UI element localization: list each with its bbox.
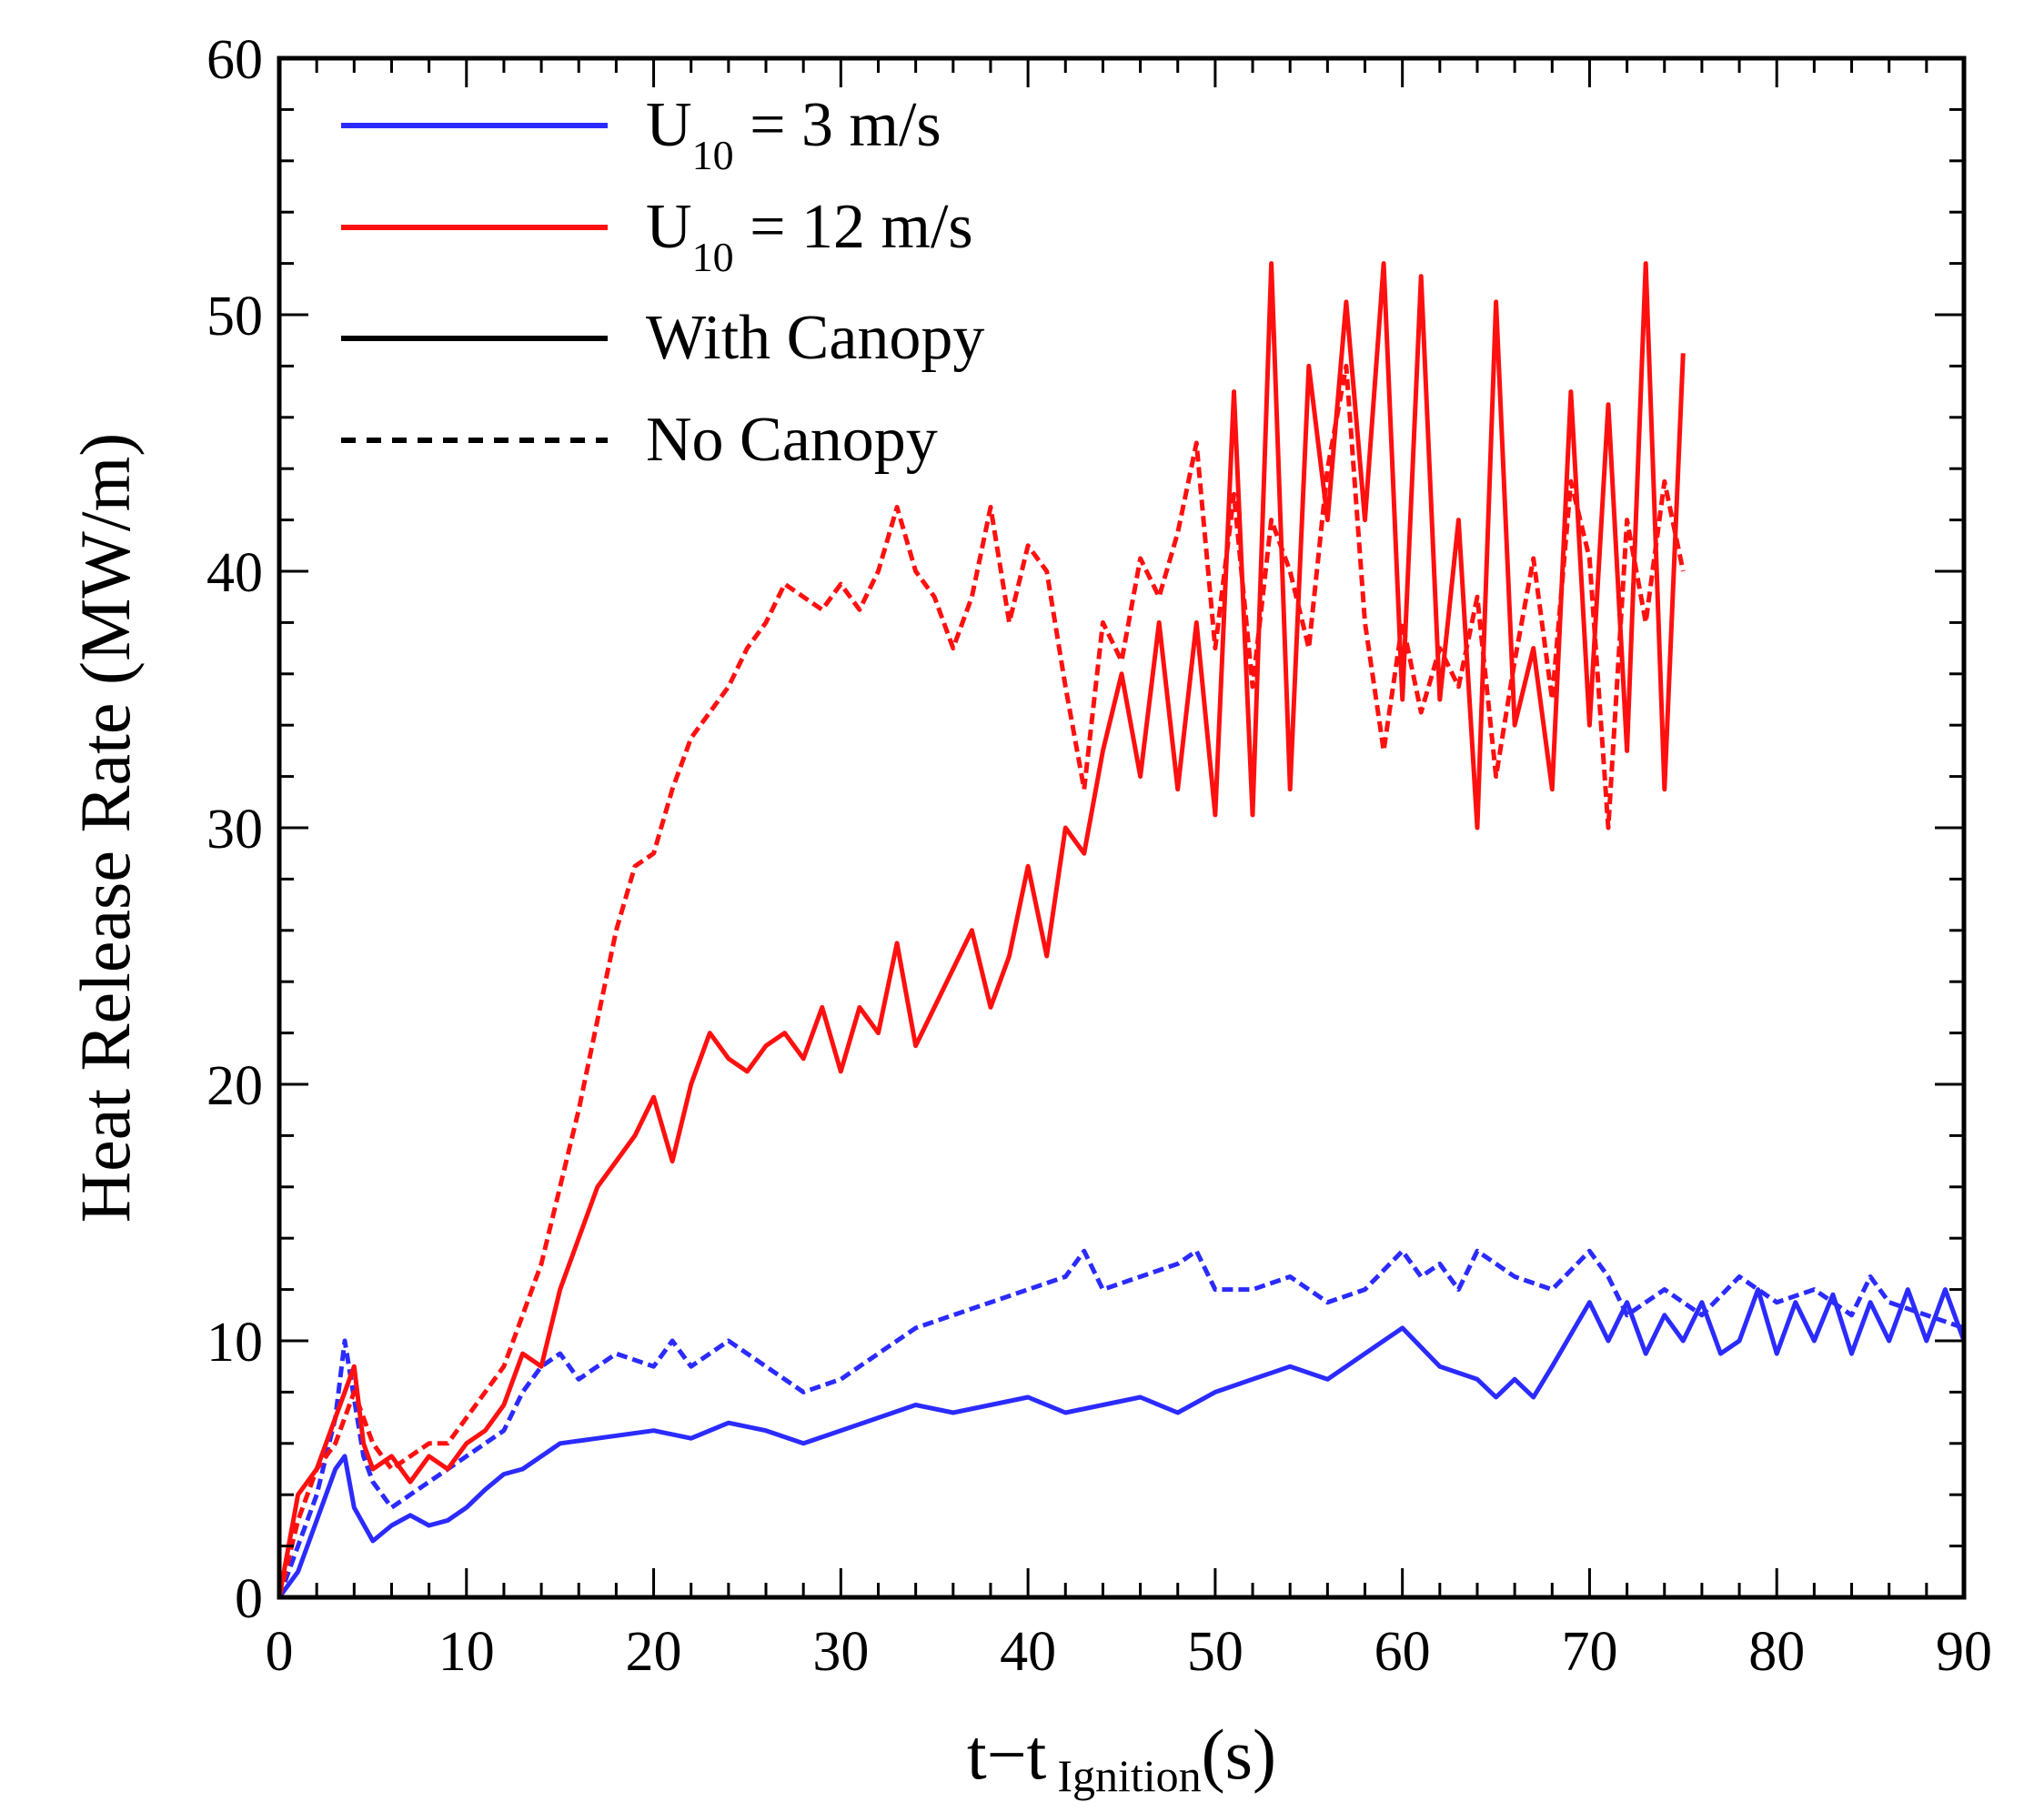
y-tick-label: 50 bbox=[206, 286, 263, 347]
x-tick-label: 80 bbox=[1748, 1621, 1805, 1683]
series-layer bbox=[277, 261, 1967, 1599]
x-axis-label-main: t−t bbox=[967, 1715, 1047, 1794]
x-tick-label: 90 bbox=[1936, 1621, 1992, 1683]
y-tick-label: 30 bbox=[206, 799, 263, 861]
series-line-3 bbox=[277, 261, 1686, 1598]
series-line-4 bbox=[277, 363, 1686, 1598]
x-tick-label: 70 bbox=[1561, 1621, 1617, 1683]
legend: U10 = 3 m/s U10 = 12 m/s With Canopy No Can… bbox=[341, 90, 984, 475]
series-line-1 bbox=[277, 1287, 1967, 1599]
axis-ticks bbox=[277, 56, 1966, 1599]
x-tick-label: 60 bbox=[1374, 1621, 1431, 1683]
x-tick-label: 0 bbox=[266, 1621, 294, 1683]
x-tick-label: 20 bbox=[626, 1621, 682, 1683]
y-tick-label: 20 bbox=[206, 1055, 263, 1117]
y-tick-label: 10 bbox=[206, 1312, 263, 1374]
y-tick-label: 40 bbox=[206, 542, 263, 604]
x-axis-label: t−t Ignition(s) bbox=[967, 1715, 1276, 1801]
legend-label-4: No Canopy bbox=[646, 405, 938, 475]
y-tick-label: 0 bbox=[235, 1568, 263, 1630]
y-axis-label: Heat Release Rate (MW/m) bbox=[65, 433, 145, 1223]
x-tick-label: 40 bbox=[1000, 1621, 1056, 1683]
legend-label-3: With Canopy bbox=[646, 303, 984, 373]
axis-tick-labels: 0 10 20 30 40 50 60 70 80 90 0 10 20 30 40 50 60 bbox=[206, 29, 1992, 1683]
series-line-2 bbox=[277, 1248, 1965, 1598]
x-axis-label-unit: (s) bbox=[1202, 1715, 1276, 1794]
x-tick-label: 30 bbox=[812, 1621, 869, 1683]
legend-label-2: U10 = 12 m/s bbox=[646, 192, 973, 280]
x-axis-label-subscript: Ignition bbox=[1057, 1750, 1201, 1801]
x-tick-label: 10 bbox=[438, 1621, 495, 1683]
plot-area-frame bbox=[277, 55, 1967, 1600]
legend-label-1: U10 = 3 m/s bbox=[646, 90, 941, 178]
y-tick-label: 60 bbox=[206, 29, 263, 91]
x-tick-label: 50 bbox=[1187, 1621, 1244, 1683]
